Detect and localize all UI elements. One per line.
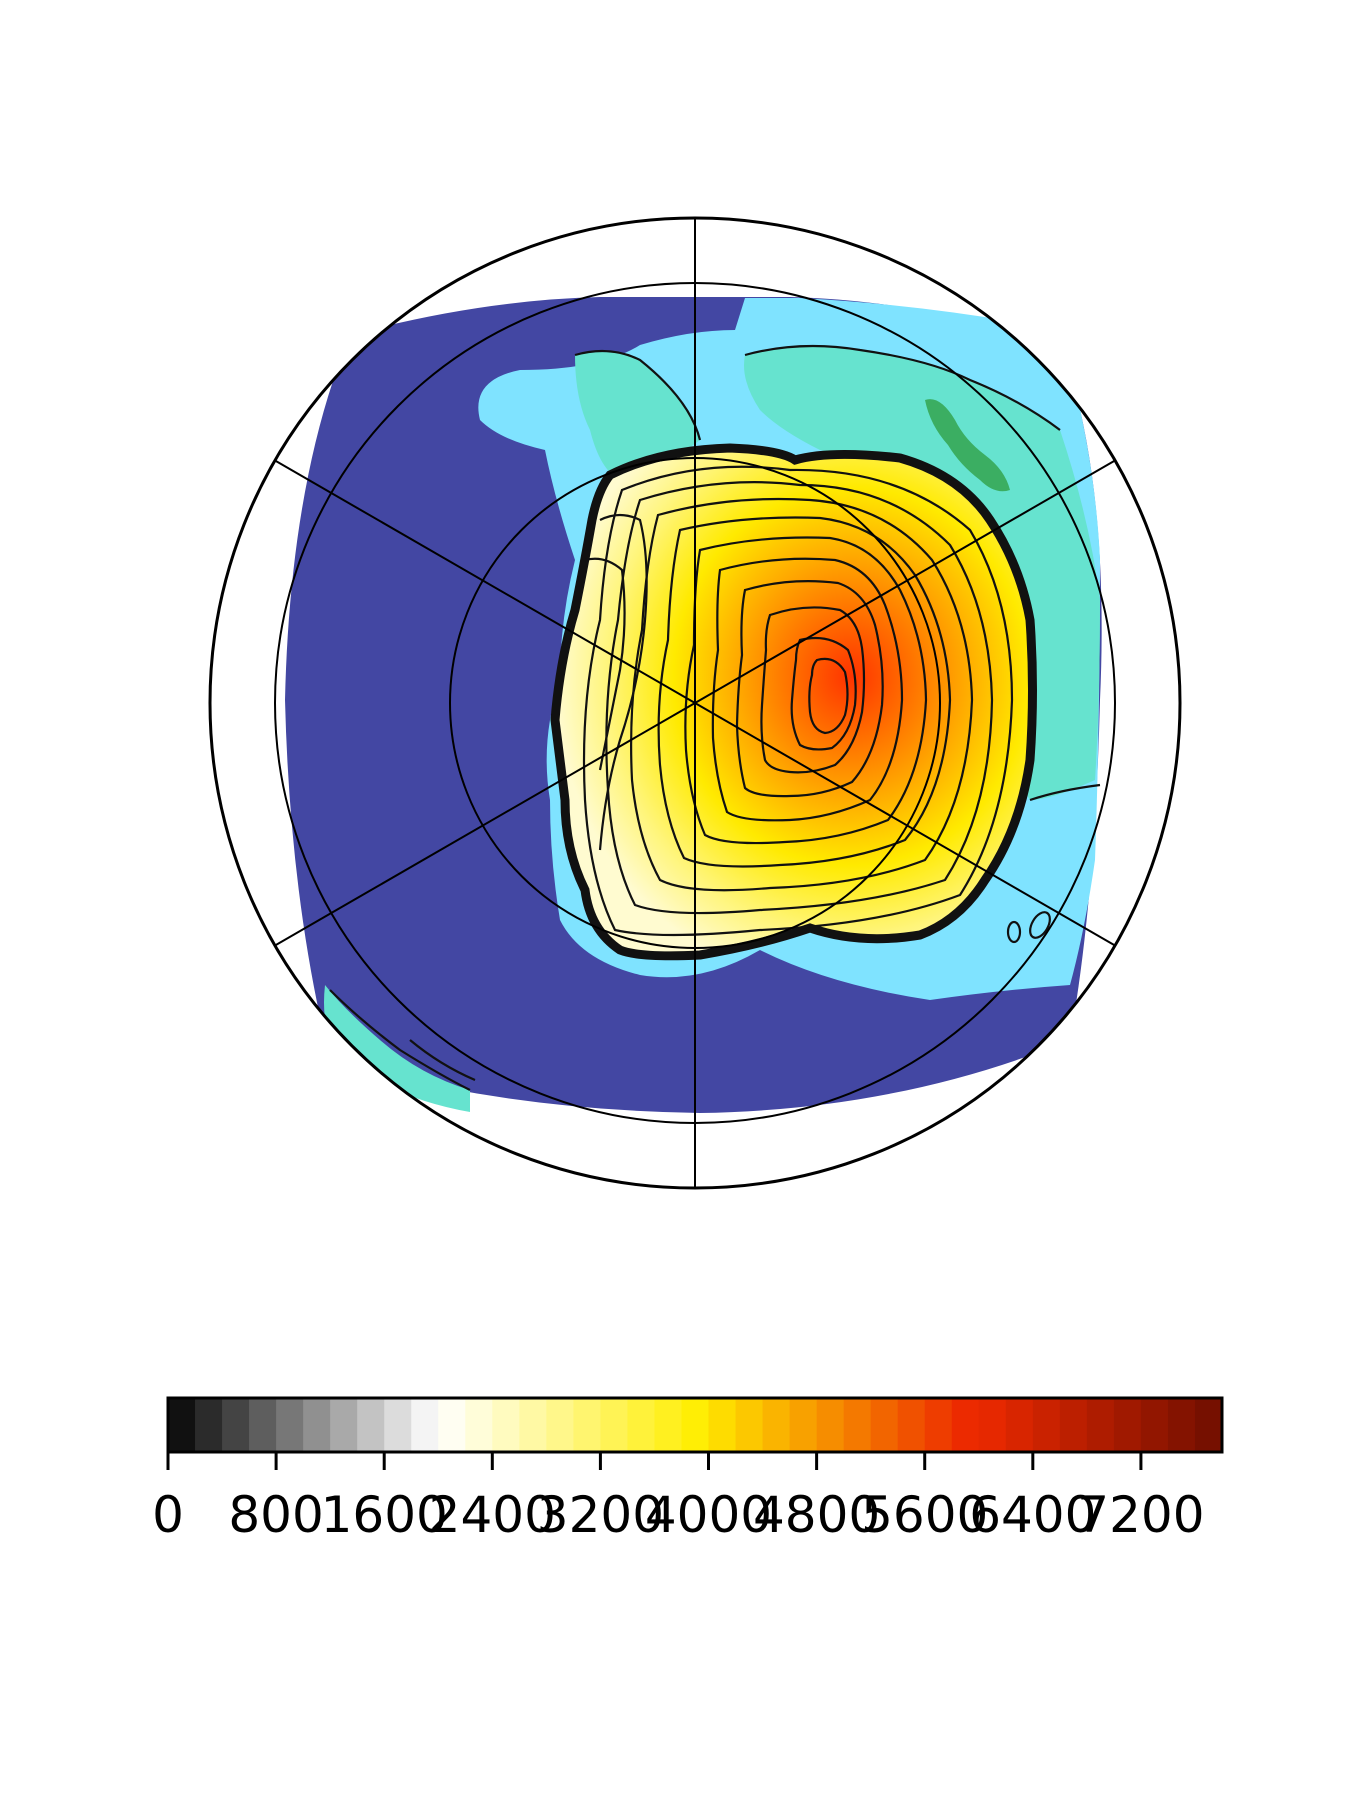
colorbar-swatch [1087, 1398, 1115, 1452]
polar-map [210, 218, 1180, 1188]
colorbar-swatch [438, 1398, 466, 1452]
colorbar-swatch [357, 1398, 385, 1452]
colorbar-swatch [411, 1398, 439, 1452]
colorbar-swatch [844, 1398, 872, 1452]
colorbar-swatch [384, 1398, 412, 1452]
colorbar-swatch [763, 1398, 791, 1452]
colorbar-swatch [330, 1398, 358, 1452]
colorbar-swatch [492, 1398, 520, 1452]
colorbar-swatch [898, 1398, 926, 1452]
colorbar-swatch [925, 1398, 953, 1452]
colorbar-swatch [790, 1398, 818, 1452]
colorbar-swatch [222, 1398, 250, 1452]
colorbar-swatch [871, 1398, 899, 1452]
colorbar-swatches [168, 1398, 1223, 1452]
colorbar-swatch [709, 1398, 737, 1452]
colorbar-tick-label: 0 [152, 1486, 184, 1544]
colorbar-swatch [168, 1398, 196, 1452]
colorbar-swatch [303, 1398, 331, 1452]
colorbar-swatch [817, 1398, 845, 1452]
colorbar-swatch [979, 1398, 1007, 1452]
colorbar-swatch [1114, 1398, 1142, 1452]
colorbar-swatch [681, 1398, 709, 1452]
colorbar-swatch [1141, 1398, 1169, 1452]
colorbar-swatch [276, 1398, 304, 1452]
colorbar-swatch [465, 1398, 493, 1452]
colorbar-swatch [627, 1398, 655, 1452]
colorbar-swatch [546, 1398, 574, 1452]
colorbar-swatch [573, 1398, 601, 1452]
colorbar-swatch [736, 1398, 764, 1452]
colorbar-swatch [1033, 1398, 1061, 1452]
colorbar-swatch [952, 1398, 980, 1452]
colorbar-swatch [1168, 1398, 1196, 1452]
colorbar-swatch [654, 1398, 682, 1452]
colorbar-swatch [1060, 1398, 1088, 1452]
colorbar-tick-label: 7200 [1077, 1486, 1204, 1544]
colorbar-swatch [249, 1398, 277, 1452]
ice-sheet-field [555, 448, 1033, 956]
colorbar-tick-label: 800 [228, 1486, 323, 1544]
colorbar-swatch [519, 1398, 547, 1452]
colorbar-swatch [195, 1398, 223, 1452]
colorbar-swatch [600, 1398, 628, 1452]
colorbar-swatch [1195, 1398, 1223, 1452]
colorbar-swatch [1006, 1398, 1034, 1452]
